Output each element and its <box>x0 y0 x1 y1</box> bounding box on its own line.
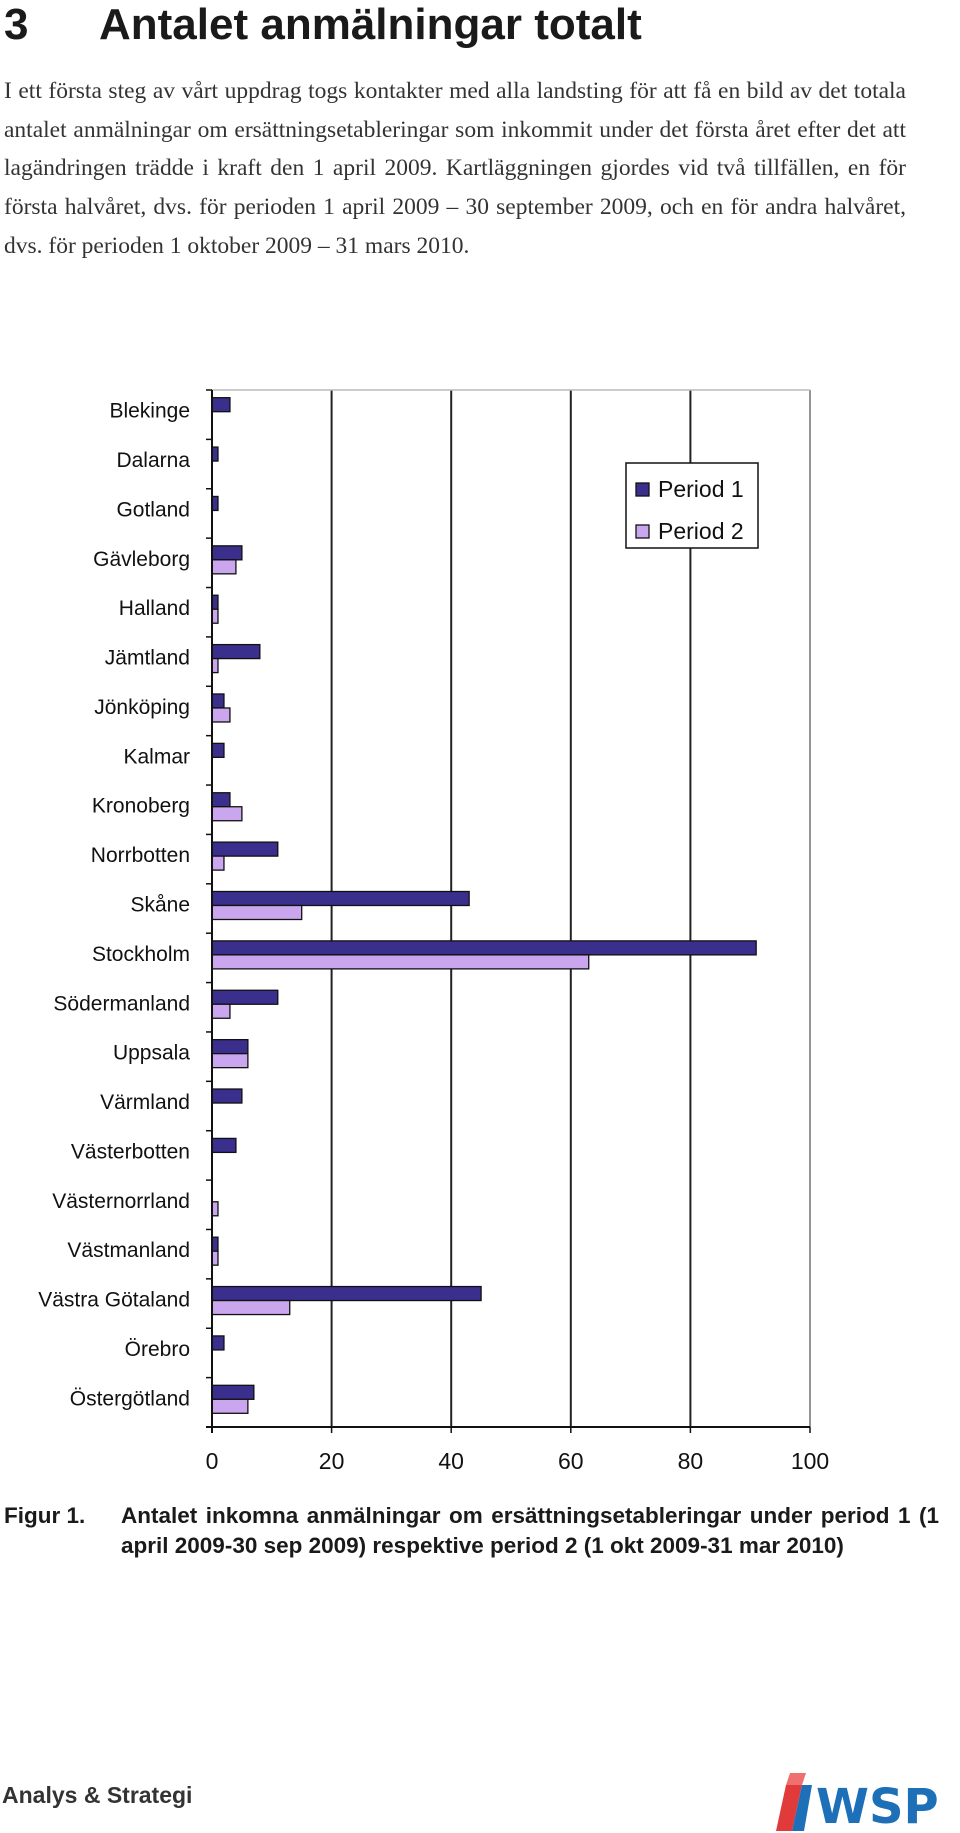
legend-label: Period 2 <box>658 518 744 544</box>
category-label: Stockholm <box>92 943 190 966</box>
category-label: Skåne <box>130 894 190 917</box>
x-tick-label: 20 <box>319 1448 345 1474</box>
section-number: 3 <box>4 0 29 49</box>
category-label: Uppsala <box>113 1042 190 1065</box>
bar-2 <box>211 855 225 871</box>
section-heading: 3 Antalet anmälningar totalt <box>4 0 642 50</box>
bar-2 <box>211 904 303 921</box>
bar-2 <box>211 1299 291 1316</box>
category-label: Västra Götaland <box>38 1289 190 1312</box>
bar-1 <box>211 1088 243 1104</box>
bar-1 <box>211 1335 225 1351</box>
logo-text: WSP <box>816 1779 939 1833</box>
category-label: Östergötland <box>70 1387 190 1410</box>
legend-label: Period 1 <box>658 476 744 502</box>
wsp-logo: WSP <box>776 1773 939 1833</box>
footer-text: Analys & Strategi <box>2 1782 193 1808</box>
category-label: Södermanland <box>53 992 190 1015</box>
bar-1 <box>211 397 231 413</box>
category-label: Västerbotten <box>71 1140 190 1163</box>
category-label: Örebro <box>125 1338 190 1361</box>
bar-1 <box>211 940 757 956</box>
category-label: Jönköping <box>94 696 190 719</box>
bar-2 <box>211 1003 231 1019</box>
bar-1 <box>211 1038 249 1055</box>
x-tick-label: 80 <box>678 1448 704 1474</box>
bar-1 <box>211 841 279 857</box>
x-tick-label: 0 <box>206 1448 219 1474</box>
category-label: Kronoberg <box>92 795 190 818</box>
section-title: Antalet anmälningar totalt <box>99 0 642 49</box>
bar-2 <box>211 707 231 723</box>
bar-1 <box>211 989 279 1005</box>
category-label: Blekinge <box>109 400 190 423</box>
bar-1 <box>211 693 225 709</box>
bar-1 <box>211 792 231 808</box>
bar-1 <box>211 545 243 561</box>
legend-swatch <box>635 482 650 497</box>
figure-caption-text: Antalet inkomna anmälningar om ersättnin… <box>121 1503 939 1558</box>
bar-2 <box>211 806 243 822</box>
category-label: Kalmar <box>123 745 190 768</box>
category-label: Norrbotten <box>91 844 190 867</box>
bar-2 <box>211 1398 249 1414</box>
bar-2 <box>211 1052 249 1069</box>
figure-label: Figur 1. <box>4 1503 86 1528</box>
x-tick-label: 40 <box>438 1448 464 1474</box>
bar-2 <box>211 559 237 575</box>
body-paragraph: I ett första steg av vårt uppdrag togs k… <box>4 78 906 259</box>
bar-1 <box>211 643 261 660</box>
category-label: Dalarna <box>116 449 190 472</box>
bar-1 <box>211 1384 255 1400</box>
bar-1 <box>211 1285 482 1302</box>
bar-2 <box>211 954 590 970</box>
x-tick-label: 100 <box>791 1448 829 1474</box>
category-label: Gävleborg <box>93 548 190 571</box>
legend-swatch <box>635 524 650 539</box>
bar-1 <box>211 742 225 759</box>
bar-1 <box>211 890 470 907</box>
category-label: Värmland <box>100 1091 190 1114</box>
category-label: Västernorrland <box>52 1190 190 1213</box>
category-label: Gotland <box>116 498 190 521</box>
category-label: Västmanland <box>67 1239 190 1262</box>
x-tick-label: 60 <box>558 1448 584 1474</box>
category-label: Jämtland <box>105 647 190 670</box>
bar-1 <box>211 1137 237 1154</box>
bar-chart: Blekinge Dalarna Gotland Gävleborg Halland Jä… <box>38 389 829 1474</box>
category-label: Halland <box>119 597 190 620</box>
